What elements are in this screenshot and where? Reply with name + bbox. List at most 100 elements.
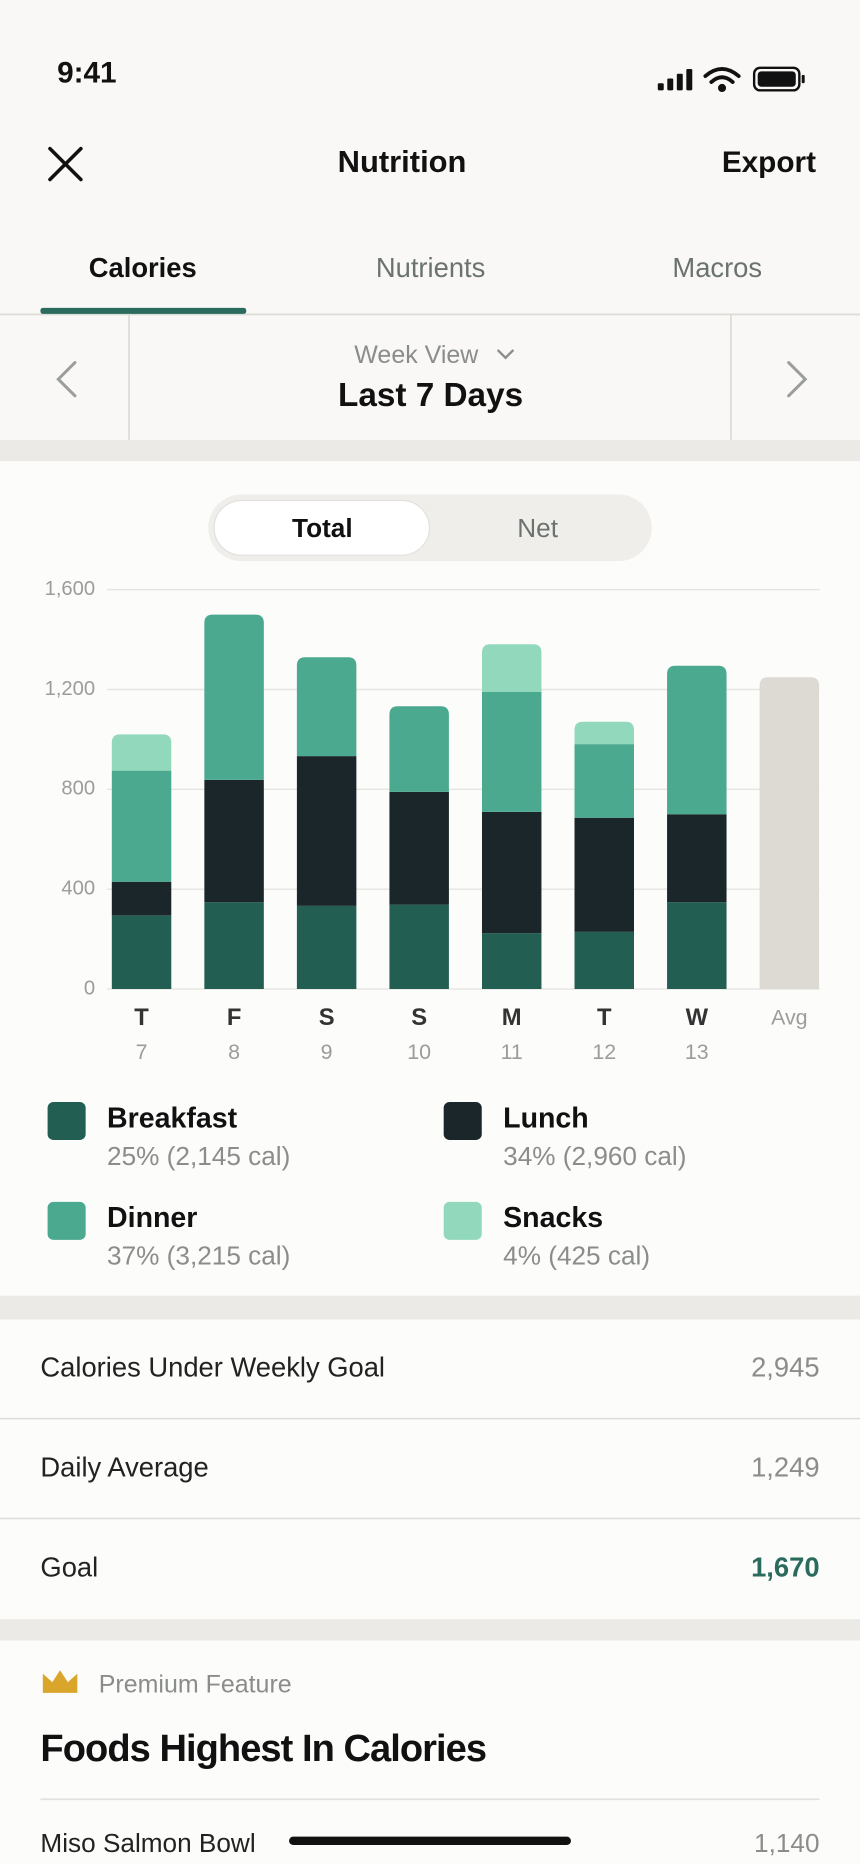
legend-detail: 4% (425 cal) — [503, 1241, 650, 1271]
legend-detail: 37% (3,215 cal) — [107, 1241, 290, 1271]
section-gap — [0, 1619, 860, 1641]
bar-segment — [389, 904, 449, 990]
bar-segment — [574, 931, 634, 990]
stat-row — [0, 1419, 860, 1520]
view-mode[interactable]: Week View — [354, 341, 479, 369]
legend-label: Breakfast — [107, 1102, 238, 1134]
y-tick-label: 1,600 — [45, 578, 96, 600]
premium-badge: Premium Feature — [99, 1670, 292, 1698]
x-tick-label: S — [319, 1004, 335, 1031]
legend-swatch — [47, 1201, 86, 1240]
tab[interactable]: Nutrients — [376, 252, 485, 283]
chart: 0 400 800 1,200 1,600 T 7 F 8 S 9 S 10 M 11 T 12 W 13 Avg — [45, 578, 820, 1064]
signal-icon — [657, 68, 693, 91]
stat-label: Daily Average — [40, 1452, 208, 1483]
stat-label: Goal — [40, 1551, 98, 1582]
average-label: Avg — [771, 1005, 807, 1029]
bar-segment — [667, 902, 727, 990]
dropdown-chevron[interactable] — [497, 349, 514, 360]
x-tick-date: 12 — [592, 1040, 616, 1064]
stat-row — [0, 1319, 860, 1420]
x-tick-label: T — [597, 1004, 612, 1031]
x-tick-date: 9 — [321, 1040, 333, 1064]
legend-swatch — [443, 1201, 482, 1240]
premium-card — [0, 1640, 860, 1864]
bar-segment — [667, 665, 727, 815]
status-time: 9:41 — [57, 57, 117, 90]
bar-segment — [204, 779, 264, 903]
bar-segment — [481, 811, 542, 934]
stat-value: 1,249 — [751, 1452, 819, 1483]
x-tick-date: 10 — [407, 1040, 431, 1064]
segment-selected[interactable] — [213, 499, 430, 556]
bar-segment — [574, 744, 634, 818]
x-tick-label: T — [134, 1004, 149, 1031]
premium-title: Foods Highest In Calories — [40, 1728, 486, 1770]
bar-segment — [111, 915, 172, 990]
bar-segment — [481, 644, 542, 692]
bar-segment — [296, 756, 357, 906]
x-tick-date: 13 — [685, 1040, 709, 1064]
legend-label: Dinner — [107, 1202, 197, 1234]
y-tick-label: 800 — [61, 778, 95, 800]
bar-segment — [204, 614, 264, 780]
bar-segment — [667, 814, 727, 903]
x-tick-date: 11 — [501, 1040, 523, 1064]
bar-segment — [111, 734, 172, 771]
bar-segment — [296, 657, 357, 757]
date-range: Last 7 Days — [338, 377, 523, 414]
bar-segment — [389, 791, 449, 905]
x-tick-date: 8 — [228, 1040, 240, 1064]
header-title: Nutrition — [338, 144, 467, 179]
tab-indicator — [40, 307, 247, 314]
section-gap — [0, 439, 860, 462]
legend-label: Lunch — [503, 1102, 589, 1134]
legend-detail: 25% (2,145 cal) — [107, 1141, 290, 1171]
x-tick-label: M — [502, 1004, 522, 1031]
bar-segment — [111, 770, 172, 882]
section-gap — [0, 1295, 860, 1320]
bar-segment — [389, 706, 449, 792]
food-name[interactable]: Miso Salmon Bowl — [40, 1828, 255, 1858]
stat-row — [0, 1519, 860, 1620]
segment-label[interactable]: Total — [292, 513, 353, 543]
average-bar — [759, 677, 820, 990]
crown-icon — [42, 1670, 78, 1693]
wifi-icon — [703, 67, 741, 93]
home-indicator — [289, 1836, 571, 1845]
prev-button[interactable] — [56, 361, 77, 398]
legend-detail: 34% (2,960 cal) — [503, 1141, 686, 1171]
bar-segment — [481, 933, 542, 990]
y-tick-label: 1,200 — [45, 678, 96, 700]
close-button[interactable] — [48, 146, 83, 182]
export-button[interactable]: Export — [722, 146, 816, 179]
stat-label: Calories Under Weekly Goal — [40, 1352, 385, 1383]
x-tick-date: 7 — [136, 1040, 148, 1064]
legend-swatch — [47, 1101, 86, 1141]
tab[interactable]: Macros — [672, 252, 762, 283]
stat-value: 1,670 — [751, 1551, 819, 1582]
food-calories: 1,140 — [754, 1828, 819, 1858]
y-tick-label: 0 — [84, 977, 95, 999]
tab[interactable]: Calories — [89, 252, 197, 283]
bar-segment — [574, 721, 634, 745]
x-tick-label: S — [411, 1004, 427, 1031]
bar-segment — [574, 817, 634, 932]
legend-swatch — [443, 1101, 482, 1141]
segment-label[interactable]: Net — [517, 513, 558, 543]
y-tick-label: 400 — [61, 878, 95, 900]
bar-segment — [111, 881, 172, 916]
next-button[interactable] — [787, 361, 808, 398]
x-tick-label: F — [227, 1004, 242, 1031]
stats-list: Calories Under Weekly Goal 2,945 Daily Ave… — [0, 1319, 860, 1620]
x-tick-label: W — [686, 1004, 709, 1031]
legend-label: Snacks — [503, 1202, 603, 1234]
legend: Breakfast 25% (2,145 cal) Lunch 34% (2,960 … — [47, 1101, 686, 1271]
bar-segment — [481, 691, 542, 812]
battery-icon — [752, 66, 805, 92]
bar-segment — [204, 902, 264, 990]
bar-segment — [296, 905, 357, 990]
stat-value: 2,945 — [751, 1352, 819, 1383]
